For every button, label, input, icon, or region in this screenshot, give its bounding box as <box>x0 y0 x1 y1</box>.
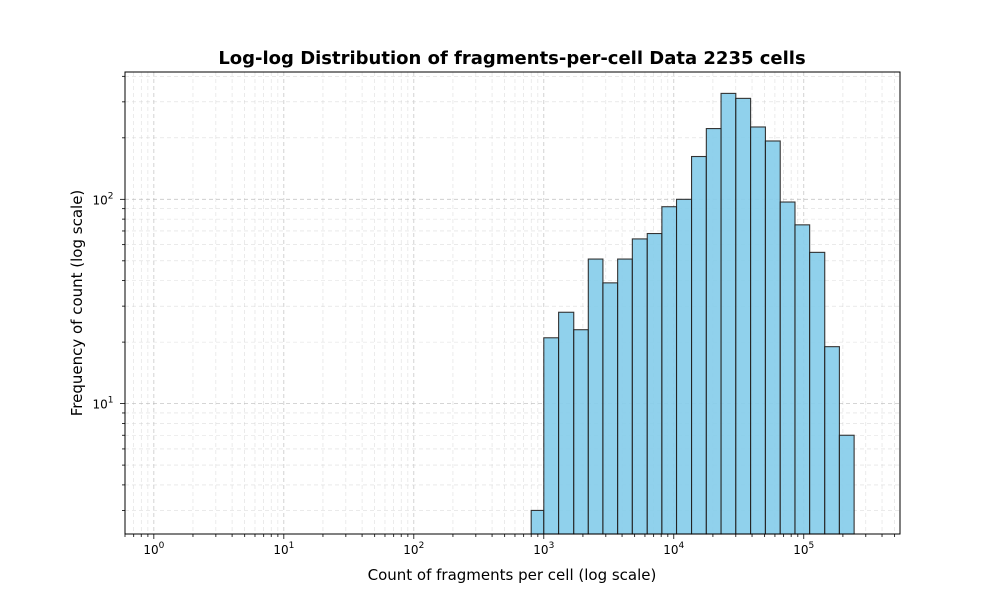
histogram-bar <box>661 206 678 535</box>
histogram-bar <box>558 311 575 535</box>
histogram-bar <box>530 509 545 535</box>
histogram-bars <box>530 92 855 535</box>
x-tick-label: 101 <box>273 541 294 557</box>
histogram-bar <box>764 140 781 535</box>
x-tick-label: 103 <box>533 541 554 557</box>
histogram-bar <box>824 346 840 535</box>
y-tick-label: 101 <box>92 396 113 412</box>
x-tick-label: 100 <box>143 541 164 557</box>
histogram-bar <box>735 97 752 535</box>
y-axis-label: Frequency of count (log scale) <box>68 190 86 417</box>
chart-title: Log-log Distribution of fragments-per-ce… <box>218 48 805 69</box>
histogram-bar <box>631 238 648 535</box>
y-tick-label: 102 <box>92 191 113 207</box>
x-tick-label: 105 <box>793 541 814 557</box>
x-tick-label: 104 <box>663 541 684 557</box>
x-tick-label: 102 <box>403 541 424 557</box>
histogram-bar <box>750 126 766 535</box>
histogram-bar <box>646 232 663 535</box>
plot-frame <box>124 71 901 535</box>
histogram-bar <box>779 201 796 535</box>
histogram-bar <box>838 434 855 535</box>
histogram-bar <box>602 282 619 535</box>
y-axis-ticks: 101 102 <box>92 75 125 511</box>
histogram-bar <box>720 92 737 535</box>
histogram-bar <box>794 224 811 535</box>
x-axis-ticks: 100 101 102 103 104 105 <box>124 534 896 557</box>
x-axis-label: Count of fragments per cell (log scale) <box>368 566 657 584</box>
histogram-bar <box>573 329 589 535</box>
histogram-bar <box>543 337 560 535</box>
histogram-bar <box>675 198 693 535</box>
histogram-bar <box>587 258 604 535</box>
histogram-bar <box>617 258 633 535</box>
histogram-bar <box>705 128 722 535</box>
histogram-bar <box>691 155 707 535</box>
histogram-bar <box>809 251 826 535</box>
